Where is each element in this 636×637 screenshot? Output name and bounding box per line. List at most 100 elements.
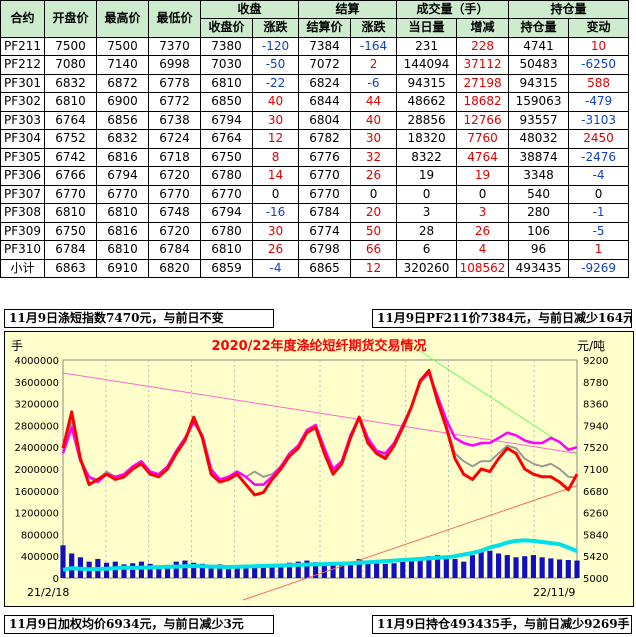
cell-close-chg: -4	[251, 258, 300, 278]
cell-contract: PF303	[0, 110, 45, 130]
cell-vol-chg: 3	[456, 203, 510, 223]
cell-oi-chg: 2450	[568, 129, 630, 149]
cell-open: 6810	[44, 203, 97, 223]
volume-bar	[225, 566, 232, 578]
cell-contract: PF305	[0, 147, 45, 167]
volume-bar	[217, 564, 223, 578]
volume-bar	[321, 563, 327, 578]
cell-vol-chg: 228	[456, 36, 510, 56]
col-header-oi: 持仓量	[508, 18, 570, 38]
volume-bar	[304, 560, 310, 578]
cell-high: 6810	[96, 240, 149, 260]
cell-low: 6720	[148, 166, 201, 186]
group-header-row: 合约 开盘价 最高价 最低价 收盘 结算 成交量（手） 持仓量	[0, 0, 630, 38]
cell-contract: PF304	[0, 129, 45, 149]
cell-vol: 28	[396, 221, 458, 241]
left-tick-label: 0	[53, 574, 59, 585]
cell-oi: 159063	[508, 92, 570, 112]
cell-high: 6910	[96, 258, 149, 278]
cell-oi-chg: -4	[568, 166, 630, 186]
cell-close-chg: -16	[251, 203, 300, 223]
cell-high: 6770	[96, 184, 149, 204]
cell-settle: 6798	[298, 240, 352, 260]
left-tick-label: 1600000	[14, 487, 59, 498]
quote-table: 合约 开盘价 最高价 最低价 收盘 结算 成交量（手） 持仓量 收盘价 涨跌 结…	[0, 0, 630, 278]
left-tick-label: 1200000	[14, 509, 59, 520]
cell-open: 6764	[44, 110, 97, 130]
right-tick-label: 5840	[583, 530, 608, 541]
cell-settle-chg: 50	[350, 221, 398, 241]
cell-high: 6872	[96, 73, 149, 93]
left-tick-label: 2800000	[14, 421, 59, 432]
cell-open: 6770	[44, 184, 97, 204]
x-label-start: 21/2/18	[27, 586, 69, 599]
cell-settle: 6865	[298, 258, 352, 278]
volume-bar	[452, 558, 458, 578]
cell-oi: 3348	[508, 166, 570, 186]
cell-oi-chg: 588	[568, 73, 630, 93]
right-tick-label: 6680	[583, 487, 608, 498]
table-row: PF310 6784 6810 6784 6810 26 6798 66 6 4 96 1	[0, 240, 630, 260]
cell-settle-chg: -6	[350, 73, 398, 93]
index-line	[61, 371, 578, 486]
volume-bar	[496, 553, 502, 578]
volume-bar	[313, 562, 319, 578]
trend-line-green	[402, 339, 578, 454]
cell-contract: PF211	[0, 36, 45, 56]
cell-vol: 28856	[396, 110, 458, 130]
cell-oi-chg: 1	[568, 240, 630, 260]
cell-close-chg: 8	[251, 147, 300, 167]
col-header-low: 最低价	[148, 0, 201, 38]
cell-oi: 50483	[508, 55, 570, 75]
right-tick-label: 5420	[583, 552, 608, 563]
cell-high: 7500	[96, 36, 149, 56]
left-axis-unit: 手	[11, 339, 23, 353]
volume-bar	[330, 564, 336, 578]
cell-close: 6794	[200, 110, 253, 130]
cell-close: 6780	[200, 221, 253, 241]
cell-close-chg: 40	[251, 92, 300, 112]
cell-settle-chg: 32	[350, 147, 398, 167]
table-row: PF309 6750 6816 6720 6780 30 6774 50 28 26 106 -5	[0, 221, 630, 241]
col-header-contract: 合约	[0, 0, 45, 38]
cell-vol-chg: 26	[456, 221, 510, 241]
cell-close: 7380	[200, 36, 253, 56]
cell-settle: 6776	[298, 147, 352, 167]
right-tick-label: 6260	[583, 509, 608, 520]
cell-contract: PF307	[0, 184, 45, 204]
right-tick-label: 5000	[583, 574, 608, 585]
cell-open: 7080	[44, 55, 97, 75]
cell-settle-chg: 20	[350, 203, 398, 223]
cell-vol-chg: 4764	[456, 147, 510, 167]
cell-oi-chg: -479	[568, 92, 630, 112]
cell-close: 6859	[200, 258, 253, 278]
volume-bar	[260, 566, 266, 578]
volume-bar	[173, 561, 179, 578]
volume-bar	[252, 567, 258, 578]
volume-bar	[365, 561, 371, 578]
table-row: PF307 6770 6770 6770 6770 0 6770 0 0 0 540 0	[0, 184, 630, 204]
cell-close: 6810	[200, 240, 253, 260]
right-tick-label: 9200	[583, 356, 608, 367]
cell-vol: 48662	[396, 92, 458, 112]
cell-vol-chg: 0	[456, 184, 510, 204]
volume-bar	[426, 556, 432, 578]
cell-oi-chg: 0	[568, 184, 630, 204]
volume-bar	[408, 560, 415, 578]
cell-close-chg: 12	[251, 129, 300, 149]
left-tick-label: 4000000	[14, 356, 59, 367]
volume-bar	[356, 558, 362, 578]
cell-settle: 6782	[298, 129, 352, 149]
volume-bar	[565, 560, 571, 578]
volume-bar	[130, 563, 136, 578]
cell-settle: 6774	[298, 221, 352, 241]
cell-open: 6742	[44, 147, 97, 167]
cell-close-chg: 14	[251, 166, 300, 186]
volume-bar	[487, 550, 493, 578]
table-row: PF212 7080 7140 6998 7030 -50 7072 2 144094 37112…	[0, 55, 630, 75]
volume-bar	[574, 560, 580, 578]
volume-bar	[443, 557, 449, 578]
cell-vol: 3	[396, 203, 458, 223]
left-tick-label: 800000	[21, 530, 59, 541]
cell-contract: PF308	[0, 203, 45, 223]
